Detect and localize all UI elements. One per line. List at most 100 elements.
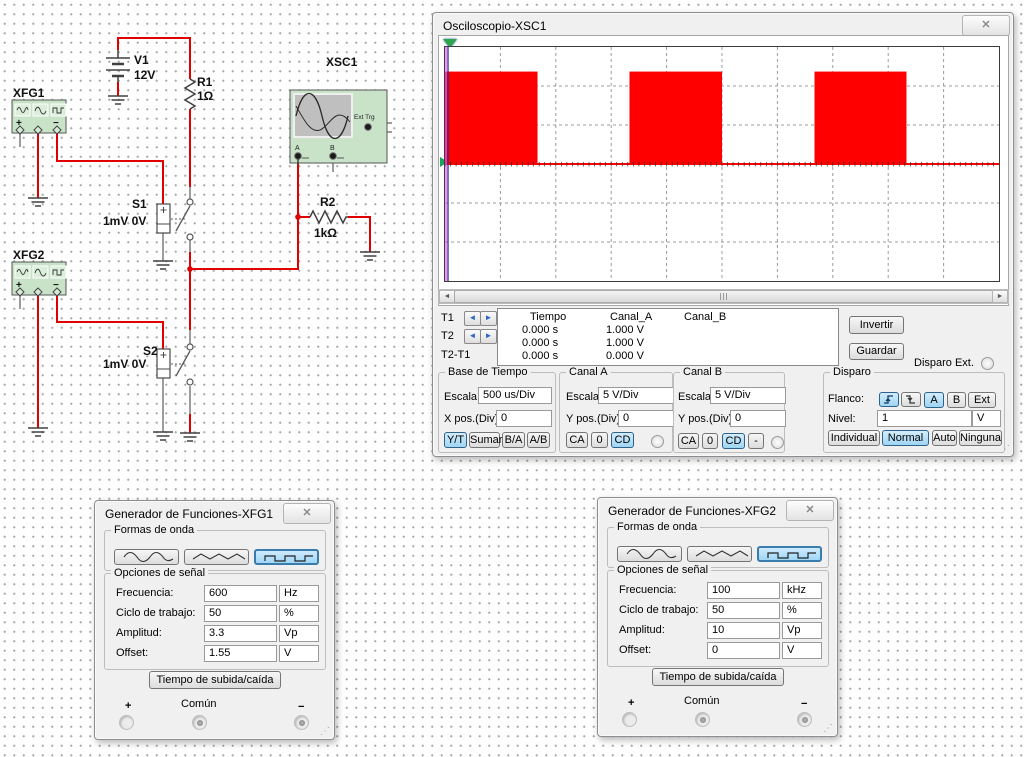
triangle-wave-button[interactable] (687, 546, 752, 562)
frequency-input[interactable]: 600 (204, 585, 277, 602)
channel-b-cd-button[interactable]: CD (722, 433, 745, 449)
scroll-right-icon[interactable]: ► (992, 290, 1008, 303)
mode-yt-button[interactable]: Y/T (444, 432, 467, 448)
plus-terminal[interactable] (622, 712, 637, 727)
rise-fall-time-button[interactable]: Tiempo de subida/caída (652, 668, 784, 686)
trigger-source-a-button[interactable]: A (924, 392, 944, 408)
close-icon[interactable]: ✕ (283, 503, 331, 524)
channel-a-radio[interactable] (651, 435, 664, 448)
channel-b-0-button[interactable]: 0 (702, 433, 718, 449)
function-generator-xfg1-icon[interactable]: XFG1 + − (11, 86, 67, 135)
function-generator-xfg2-window[interactable]: Generador de Funciones-XFG2 ✕ Formas de … (597, 497, 838, 737)
offset-input[interactable]: 1.55 (204, 645, 277, 662)
trigger-source-ext-button[interactable]: Ext (968, 392, 996, 408)
function-generator-xfg1-window[interactable]: Generador de Funciones-XFG1 ✕ Formas de … (94, 500, 335, 740)
frequency-unit[interactable]: Hz (279, 585, 319, 602)
trigger-single-button[interactable]: Individual (828, 430, 880, 446)
square-wave-button[interactable] (254, 549, 319, 565)
channel-a-cd-button[interactable]: CD (611, 432, 634, 448)
sine-wave-button[interactable] (114, 549, 179, 565)
trigger-auto-button[interactable]: Auto (932, 430, 957, 446)
trigger-marker-icon[interactable] (443, 39, 457, 48)
amplitude-input[interactable]: 10 (707, 622, 780, 639)
trigger-level-input[interactable]: 1 (877, 410, 972, 427)
scroll-left-icon[interactable]: ◄ (439, 290, 455, 303)
svg-text:−: − (53, 280, 59, 291)
sine-wave-button[interactable] (617, 546, 682, 562)
cursor-panel: T1 ◄ ► T2 ◄ ► T2-T1 (438, 306, 497, 366)
save-button[interactable]: Guardar (849, 343, 904, 360)
function-generator-xfg2-icon[interactable]: XFG2 + − (11, 248, 67, 297)
common-terminal[interactable] (695, 712, 710, 727)
channel-a-0-button[interactable]: 0 (591, 432, 608, 448)
switch-s1[interactable]: S1 1mV 0V (103, 197, 194, 241)
cursor2-right-button[interactable]: ► (480, 329, 497, 344)
close-icon[interactable]: ✕ (786, 500, 834, 521)
duty-cycle-input[interactable]: 50 (707, 602, 780, 619)
duty-cycle-input[interactable]: 50 (204, 605, 277, 622)
svg-text:V1: V1 (134, 53, 149, 67)
resize-grip-icon[interactable]: ⋰ (320, 726, 330, 737)
trigger-none-button[interactable]: Ninguna (959, 430, 1002, 446)
falling-edge-icon-button[interactable] (901, 392, 921, 407)
offset-unit[interactable]: V (279, 645, 319, 662)
scope-graticule[interactable] (444, 46, 1000, 282)
channel-b-ypos-input[interactable]: 0 (730, 410, 786, 427)
square-wave-button[interactable] (757, 546, 822, 562)
oscilloscope-window[interactable]: Osciloscopio-XSC1 ✕ ◄ ► T1 ◄ ► T2 ◄ ► T2… (432, 12, 1014, 457)
resize-grip-icon[interactable]: ⋰ (1000, 444, 1010, 455)
wires (37, 37, 371, 433)
rising-edge-icon-button[interactable] (879, 392, 899, 407)
channel-a-ca-button[interactable]: CA (566, 432, 588, 448)
ext-trigger-radio[interactable] (981, 357, 994, 370)
frequency-unit[interactable]: kHz (782, 582, 822, 599)
common-terminal[interactable] (192, 715, 207, 730)
resistor-r2[interactable]: R2 1kΩ (309, 195, 348, 240)
cursor1-right-button[interactable]: ► (480, 311, 497, 326)
invert-button[interactable]: Invertir (849, 316, 904, 334)
scrollbar-thumb[interactable] (454, 290, 993, 303)
duty-cycle-unit[interactable]: % (279, 605, 319, 622)
trigger-normal-button[interactable]: Normal (882, 430, 929, 446)
resize-grip-icon[interactable]: ⋰ (823, 723, 833, 734)
table-cell: 0.000 s (522, 350, 559, 362)
svg-text:1kΩ: 1kΩ (314, 226, 337, 240)
timebase-scale-input[interactable]: 500 us/Div (478, 387, 552, 404)
channel-b-scale-input[interactable]: 5 V/Div (710, 387, 786, 404)
channel-a-ypos-input[interactable]: 0 (618, 410, 674, 427)
trigger-source-b-button[interactable]: B (947, 392, 966, 408)
mode-ba-button[interactable]: B/A (502, 432, 525, 448)
signal-options-group: Opciones de señal (607, 564, 829, 667)
cursor2-left-button[interactable]: ◄ (464, 329, 481, 344)
cursor1-left-button[interactable]: ◄ (464, 311, 481, 326)
oscilloscope-xsc1-icon[interactable]: XSC1 Ext Trg A B (289, 55, 388, 164)
amplitude-unit[interactable]: Vp (782, 622, 822, 639)
offset-label: Offset: (116, 647, 149, 659)
trigger-level-unit[interactable]: V (972, 410, 1001, 427)
scope-h-scrollbar[interactable]: ◄ ► (438, 289, 1009, 304)
ext-trigger-label: Disparo Ext. (914, 357, 974, 369)
mode-sum-button[interactable]: Sumar (469, 432, 502, 448)
resistor-r1[interactable]: R1 1Ω (183, 75, 214, 110)
frequency-input[interactable]: 100 (707, 582, 780, 599)
channel-a-scale-input[interactable]: 5 V/Div (598, 387, 674, 404)
close-icon[interactable]: ✕ (962, 15, 1010, 36)
battery-v1[interactable]: V1 12V (106, 50, 155, 82)
channel-b-radio[interactable] (771, 436, 784, 449)
timebase-xpos-input[interactable]: 0 (496, 410, 552, 427)
duty-cycle-unit[interactable]: % (782, 602, 822, 619)
switch-s2[interactable]: S2 1mV 0V (103, 343, 194, 386)
mode-ab-button[interactable]: A/B (527, 432, 550, 448)
minus-terminal[interactable] (797, 712, 812, 727)
offset-unit[interactable]: V (782, 642, 822, 659)
plus-terminal[interactable] (119, 715, 134, 730)
minus-terminal[interactable] (294, 715, 309, 730)
svg-text:R2: R2 (320, 195, 336, 209)
offset-input[interactable]: 0 (707, 642, 780, 659)
amplitude-unit[interactable]: Vp (279, 625, 319, 642)
triangle-wave-button[interactable] (184, 549, 249, 565)
channel-b-ca-button[interactable]: CA (678, 433, 699, 449)
amplitude-input[interactable]: 3.3 (204, 625, 277, 642)
rise-fall-time-button[interactable]: Tiempo de subida/caída (149, 671, 281, 689)
channel-b-minus-button[interactable]: - (748, 433, 764, 449)
